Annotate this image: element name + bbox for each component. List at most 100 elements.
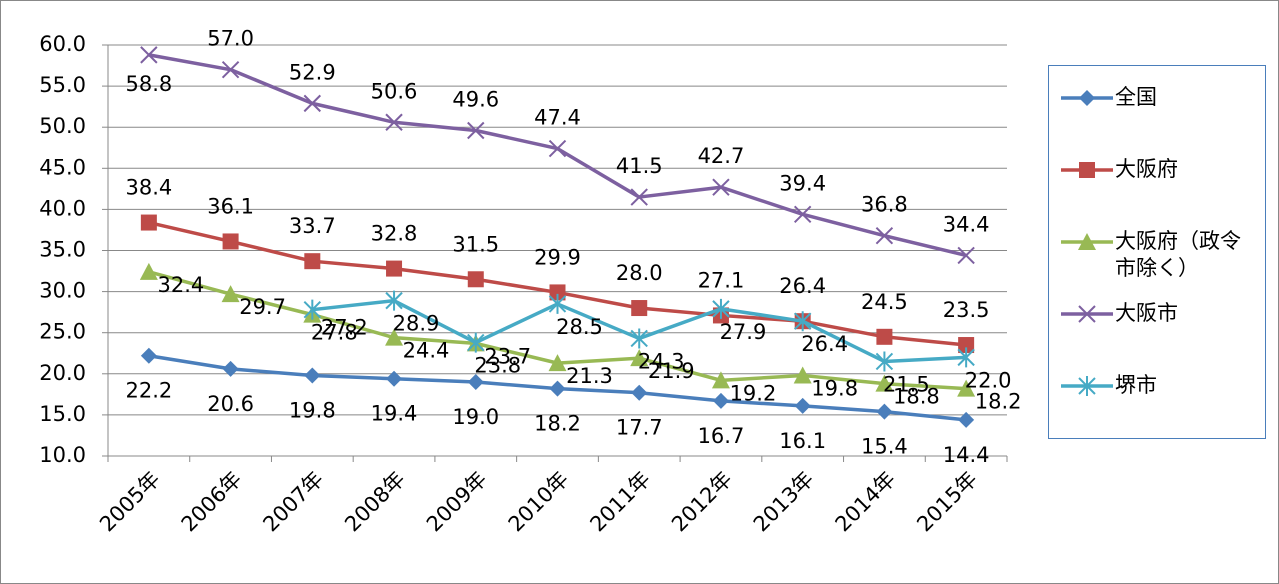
y-tick-label: 45.0 — [39, 155, 86, 179]
data-label: 18.2 — [975, 390, 1022, 414]
marker — [712, 298, 730, 319]
marker — [875, 374, 894, 392]
marker — [793, 366, 812, 384]
data-label: 22.0 — [965, 368, 1012, 392]
data-label: 47.4 — [534, 106, 581, 130]
marker — [303, 94, 322, 113]
data-label: 15.4 — [861, 435, 908, 459]
marker — [1078, 233, 1096, 250]
marker — [222, 360, 239, 377]
data-label: 26.4 — [801, 332, 848, 356]
marker — [548, 293, 567, 314]
y-tick-label: 60.0 — [39, 32, 86, 56]
marker — [385, 113, 403, 131]
legend-icon — [1061, 305, 1113, 323]
y-tick-label: 10.0 — [39, 443, 86, 467]
data-label: 14.4 — [943, 443, 990, 467]
marker — [1078, 376, 1096, 396]
legend-item: 大阪市 — [1059, 300, 1259, 372]
legend-icon — [1061, 376, 1113, 396]
data-label: 27.9 — [720, 320, 767, 344]
marker — [221, 285, 240, 303]
data-label: 29.7 — [239, 295, 286, 319]
marker — [1079, 90, 1095, 106]
legend-label: 大阪府（政令市除く） — [1115, 229, 1241, 280]
legend-icon — [1061, 90, 1113, 106]
data-label: 26.4 — [779, 274, 826, 298]
data-label: 23.7 — [484, 344, 531, 368]
marker — [957, 347, 975, 368]
data-label: 50.6 — [371, 79, 418, 103]
marker — [793, 205, 812, 224]
marker — [467, 271, 484, 288]
marker — [875, 351, 894, 372]
y-tick-label: 55.0 — [39, 73, 86, 97]
data-label: 49.6 — [452, 87, 499, 111]
data-label: 23.5 — [943, 298, 990, 322]
data-label: 28.0 — [616, 261, 663, 285]
marker — [140, 214, 157, 231]
y-tick-label: 40.0 — [39, 196, 86, 220]
data-label: 31.5 — [452, 232, 499, 256]
data-label: 24.5 — [861, 290, 908, 314]
data-label: 16.1 — [779, 429, 826, 453]
legend: 全国 大阪府 大阪府（政令市除く） 大阪市 堺市 — [1048, 65, 1266, 439]
marker — [630, 349, 649, 367]
legend-icon — [1061, 233, 1113, 250]
y-tick-label: 50.0 — [39, 114, 86, 138]
data-label: 29.9 — [534, 245, 581, 269]
marker — [711, 371, 730, 389]
data-label: 23.8 — [474, 354, 521, 378]
data-label: 36.8 — [861, 193, 908, 217]
marker — [549, 380, 566, 397]
data-label: 19.0 — [452, 405, 499, 429]
data-label: 32.4 — [157, 273, 204, 297]
data-label: 19.8 — [289, 398, 336, 422]
marker — [386, 260, 403, 277]
marker — [140, 46, 158, 64]
data-label: 34.4 — [943, 212, 990, 236]
data-label: 19.8 — [811, 376, 858, 400]
marker — [304, 253, 321, 270]
marker — [303, 299, 322, 320]
y-tick-label: 25.0 — [39, 320, 86, 344]
data-label: 17.7 — [616, 416, 663, 440]
legend-label: 全国 — [1115, 85, 1157, 109]
data-label: 42.7 — [698, 144, 745, 168]
marker — [1078, 305, 1096, 323]
marker — [304, 367, 321, 384]
marker — [139, 262, 158, 280]
marker — [386, 370, 403, 387]
marker — [631, 384, 648, 401]
marker — [630, 328, 648, 349]
marker — [876, 403, 893, 420]
legend-icon — [1061, 162, 1113, 178]
data-label: 20.6 — [207, 392, 254, 416]
data-label: 38.4 — [125, 176, 172, 200]
marker — [794, 397, 811, 414]
y-tick-label: 35.0 — [39, 238, 86, 262]
data-label: 33.7 — [289, 214, 336, 238]
marker — [385, 290, 403, 311]
marker — [467, 374, 484, 391]
y-tick-label: 20.0 — [39, 361, 86, 385]
data-label: 21.9 — [648, 359, 695, 383]
data-label: 28.9 — [393, 312, 440, 336]
marker — [385, 328, 404, 346]
legend-item: 全国 — [1059, 84, 1259, 156]
series: 22.2 20.6 19.8 19.4 19.0 18.2 17.7 16.7 16.1 15.4… — [125, 347, 990, 467]
marker — [548, 354, 567, 372]
data-label: 58.8 — [125, 72, 172, 96]
data-label: 28.5 — [556, 315, 603, 339]
marker — [1079, 162, 1095, 178]
data-label: 19.2 — [730, 381, 777, 405]
marker — [712, 392, 729, 409]
marker — [467, 121, 485, 140]
legend-item: 大阪府（政令市除く） — [1059, 228, 1259, 300]
series: 27.8 28.9 23.8 28.5 24.3 27.9 26.4 21.5 22.0 — [303, 290, 1012, 396]
marker — [140, 347, 157, 364]
legend-label: 大阪市 — [1115, 301, 1178, 325]
data-label: 32.8 — [371, 222, 418, 246]
data-label: 39.4 — [779, 171, 826, 195]
